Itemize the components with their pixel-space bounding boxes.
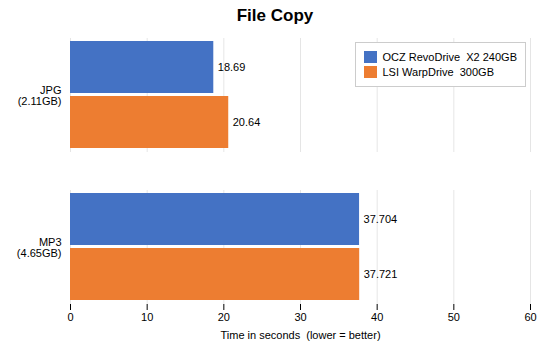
html-text:LSI WarpDrive 300GB: LSI WarpDrive 300GB (382, 66, 494, 78)
svg-text:37.704: 37.704 (364, 213, 398, 225)
svg-text:JPG(2.11GB): JPG(2.11GB) (18, 84, 62, 107)
svg-text:20: 20 (218, 311, 230, 323)
svg-text:20.64: 20.64 (233, 116, 261, 128)
svg-text:10: 10 (141, 311, 153, 323)
svg-text:MP3(4.65GB): MP3(4.65GB) (17, 236, 62, 259)
svg-text:Time in seconds (lower = bett: Time in seconds (lower = better) (220, 329, 380, 341)
svg-text:18.69: 18.69 (218, 61, 246, 73)
svg-text:50: 50 (448, 311, 460, 323)
svg-text:40: 40 (371, 311, 383, 323)
svg-text:0: 0 (67, 311, 73, 323)
html-text:OCZ RevoDrive X2 240GB: OCZ RevoDrive X2 240GB (382, 51, 517, 63)
svg-text:30: 30 (294, 311, 306, 323)
html-text:File Copy: File Copy (236, 6, 314, 25)
svg-text:60: 60 (524, 311, 536, 323)
svg-text:37.721: 37.721 (364, 268, 398, 280)
